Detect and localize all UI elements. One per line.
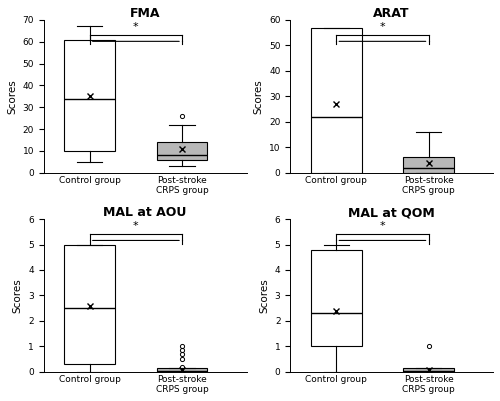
Text: *: * (133, 22, 138, 32)
FancyBboxPatch shape (403, 368, 454, 372)
FancyBboxPatch shape (64, 40, 115, 151)
Y-axis label: Scores: Scores (12, 278, 22, 313)
Title: MAL at AOU: MAL at AOU (104, 206, 187, 219)
Text: *: * (133, 221, 138, 231)
Y-axis label: Scores: Scores (254, 79, 264, 114)
Title: MAL at QOM: MAL at QOM (348, 206, 435, 219)
FancyBboxPatch shape (156, 142, 208, 160)
Title: FMA: FMA (130, 7, 160, 20)
FancyBboxPatch shape (403, 158, 454, 173)
Text: *: * (380, 221, 385, 231)
Y-axis label: Scores: Scores (7, 79, 17, 114)
Y-axis label: Scores: Scores (259, 278, 269, 313)
FancyBboxPatch shape (156, 368, 208, 372)
FancyBboxPatch shape (311, 249, 362, 346)
FancyBboxPatch shape (311, 28, 362, 173)
Title: ARAT: ARAT (374, 7, 410, 20)
FancyBboxPatch shape (64, 245, 115, 364)
Text: *: * (380, 22, 385, 32)
